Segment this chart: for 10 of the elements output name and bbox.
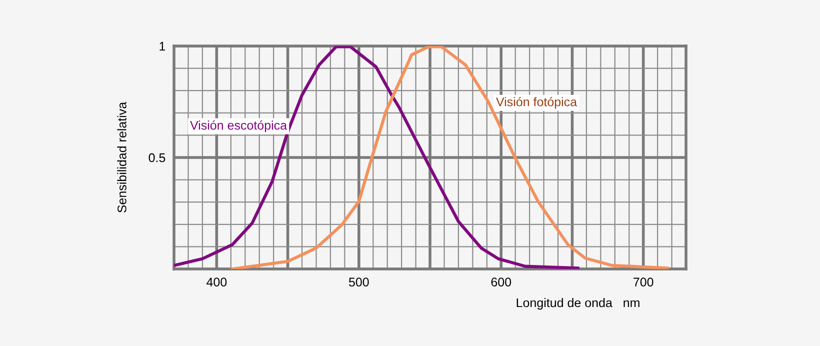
- series-label: Visión escotópica: [190, 120, 288, 132]
- x-tick-label: 400: [206, 278, 227, 287]
- y-axis-title: Sensibilidad relativa: [117, 102, 126, 213]
- y-tick-label: 0.5: [148, 153, 166, 162]
- x-tick-label: 600: [491, 278, 512, 287]
- x-axis-title: Longitud de onda nm: [516, 298, 640, 310]
- series-label: Visión fotópica: [496, 96, 578, 109]
- x-tick-label: 500: [348, 278, 369, 287]
- y-tick-label: 1: [160, 42, 166, 51]
- x-tick-label: 700: [634, 278, 654, 287]
